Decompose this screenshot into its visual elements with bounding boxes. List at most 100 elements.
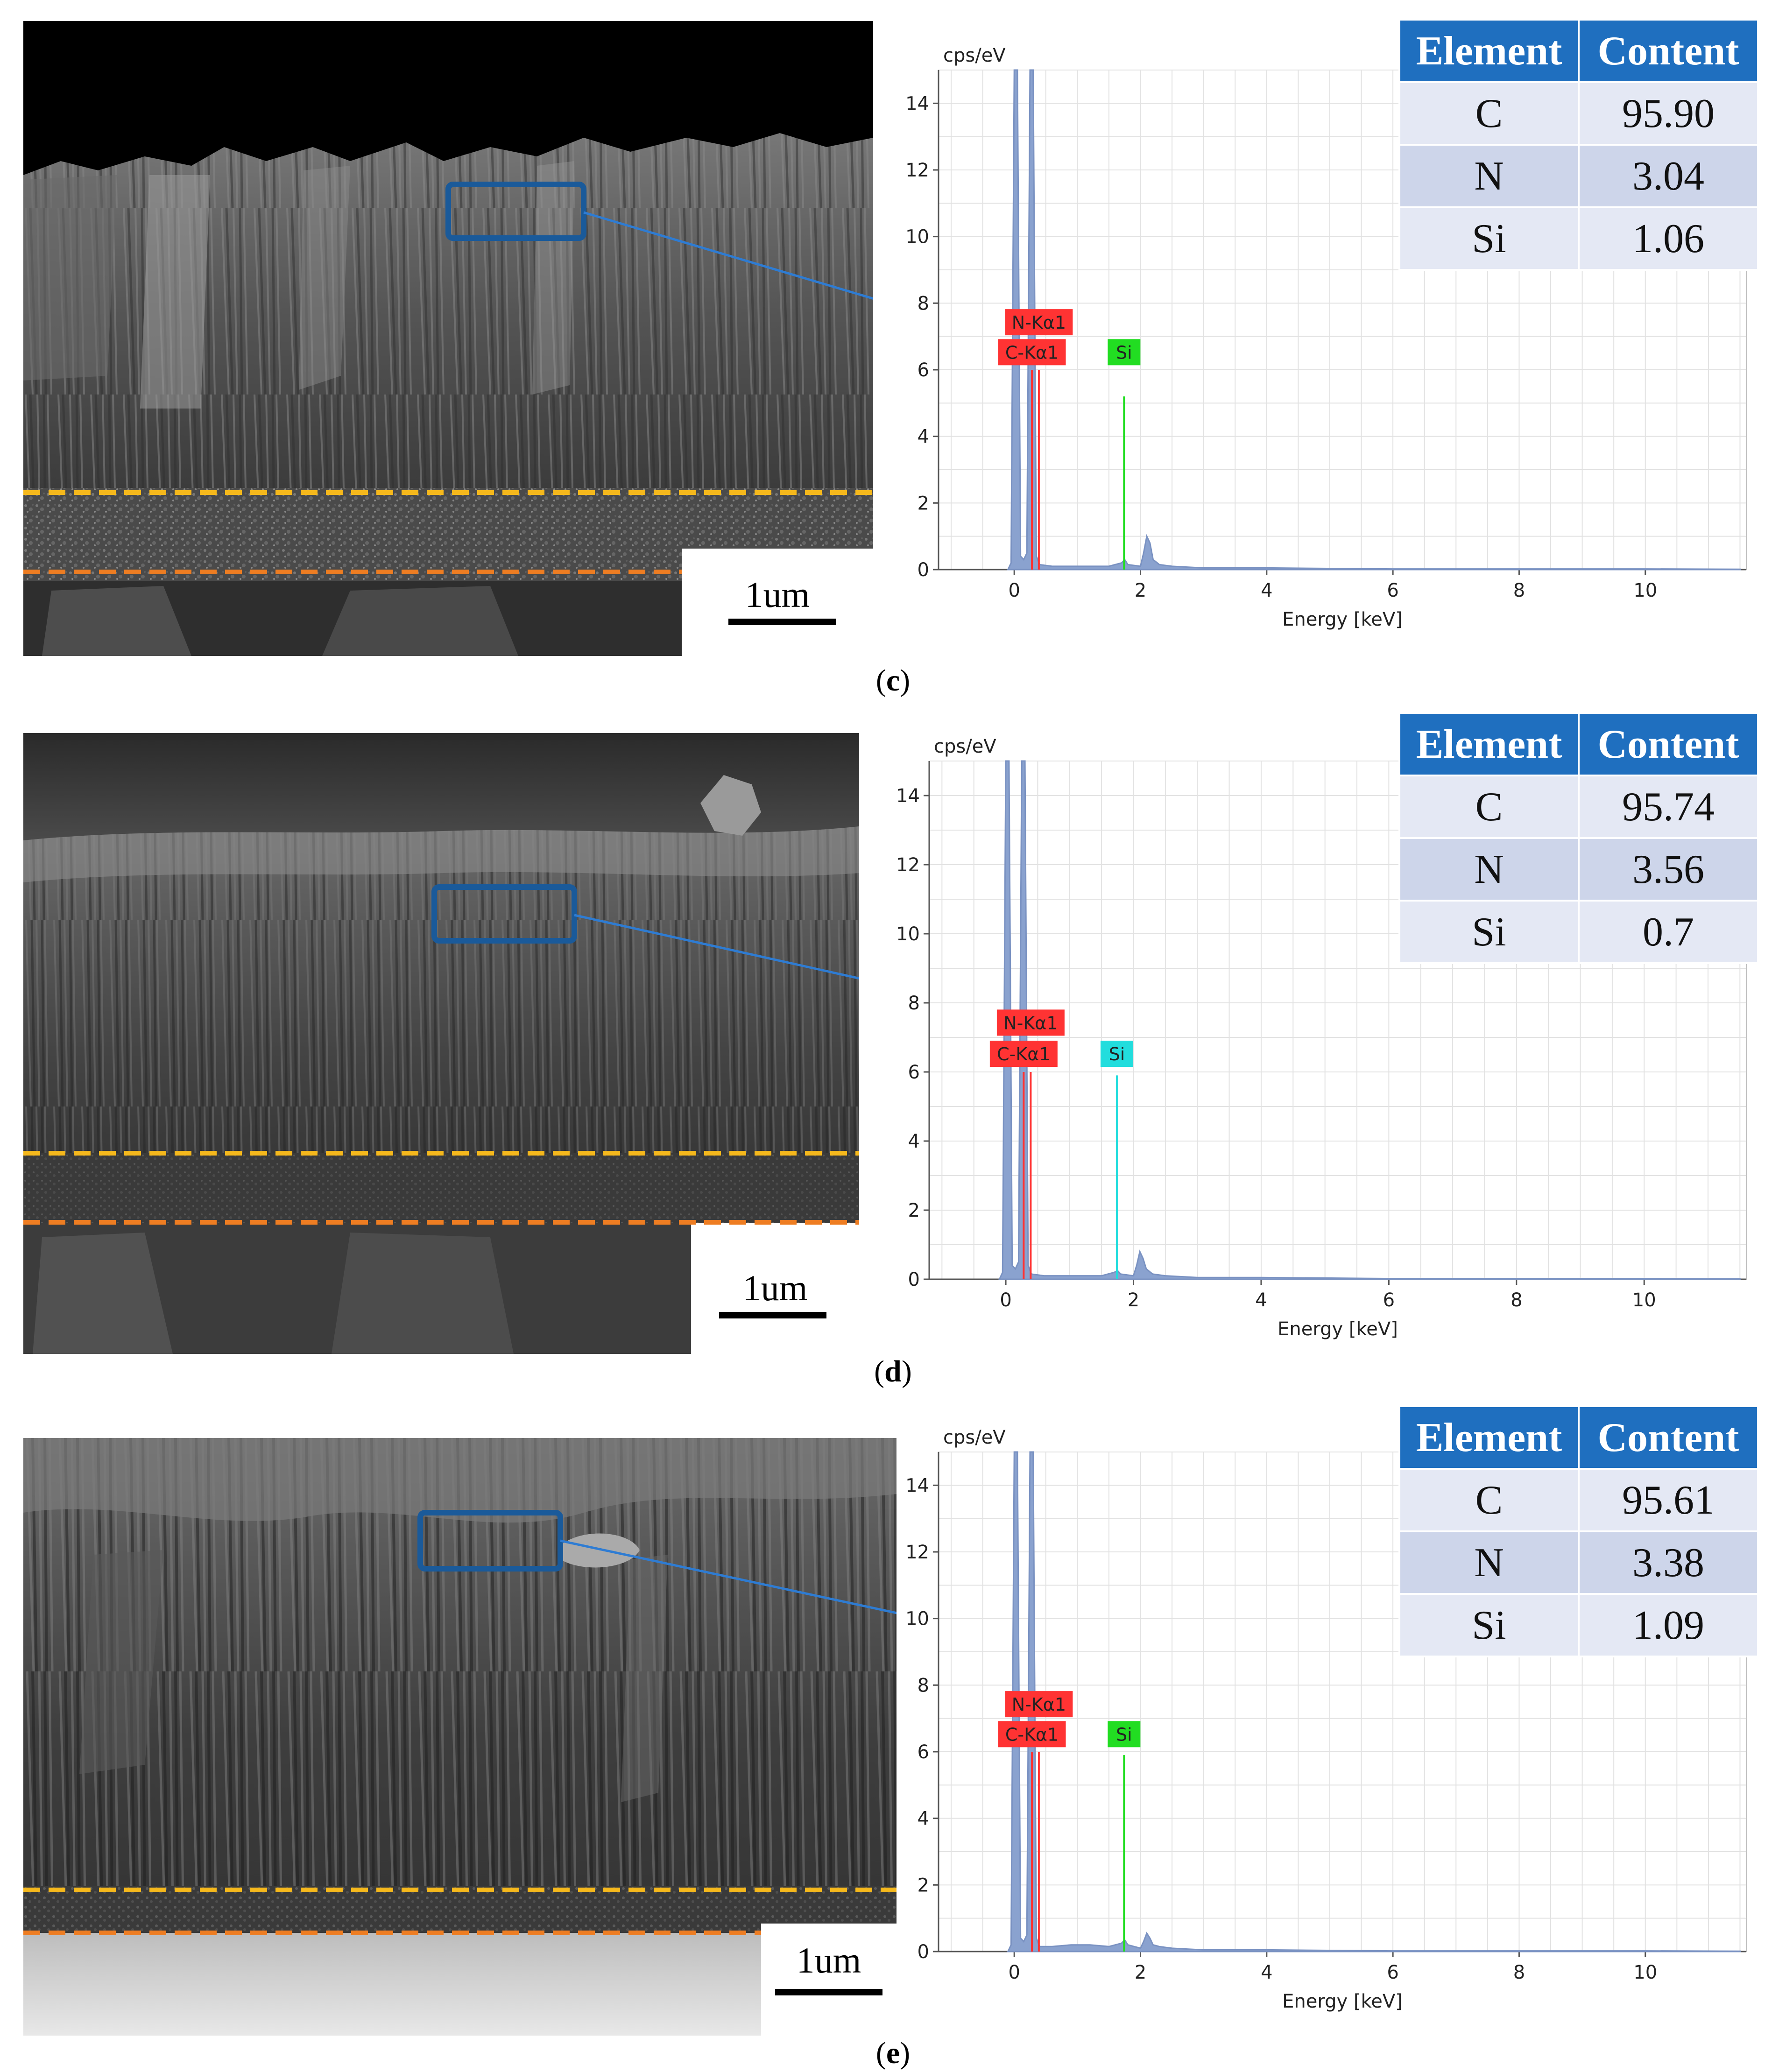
content-cell: 95.90 — [1580, 83, 1757, 144]
peak-label-box — [1108, 1721, 1141, 1748]
x-tick-label: 8 — [1513, 580, 1525, 601]
content-cell: 3.56 — [1580, 839, 1757, 900]
y-tick-label: 14 — [905, 93, 929, 114]
header-content: Content — [1580, 21, 1757, 81]
peak-label-box — [1100, 1041, 1133, 1067]
scale-bar: 1um — [682, 549, 873, 656]
y-tick-label: 8 — [908, 993, 920, 1014]
element-cell: Si — [1400, 1595, 1578, 1656]
peak-label: Si — [1109, 1044, 1125, 1064]
content-cell: 95.74 — [1580, 776, 1757, 837]
panel-caption: (e) — [875, 2036, 911, 2070]
peak-label-box — [996, 1009, 1065, 1036]
content-cell: 3.04 — [1580, 146, 1757, 206]
y-tick-label: 2 — [918, 1875, 929, 1896]
x-tick-label: 10 — [1633, 580, 1657, 601]
header-element: Element — [1400, 714, 1578, 775]
y-tick-label: 0 — [918, 1941, 929, 1963]
panel-c: 1um 0 2 4 6 8 10 12 14 0 2 4 6 8 10 cps/eV Energy [keV]… — [0, 0, 1786, 698]
y-tick-label: 10 — [905, 226, 929, 248]
peak-label-box — [989, 1041, 1058, 1067]
y-tick-label: 12 — [905, 1542, 929, 1563]
y-tick-label: 8 — [918, 293, 929, 314]
sem-image: 1um — [23, 733, 859, 1354]
header-element: Element — [1400, 21, 1578, 81]
peak-label: N-Kα1 — [1012, 312, 1066, 333]
x-tick-label: 2 — [1135, 580, 1146, 601]
y-axis-label: cps/eV — [943, 1427, 1006, 1448]
y-axis-label: cps/eV — [934, 736, 996, 757]
x-tick-label: 8 — [1513, 1962, 1525, 1983]
content-cell: 0.7 — [1580, 902, 1757, 962]
element-cell: N — [1400, 146, 1578, 206]
y-tick-label: 4 — [918, 426, 929, 448]
scale-line — [719, 1312, 826, 1318]
x-tick-label: 6 — [1387, 1962, 1398, 1983]
x-tick-label: 0 — [1008, 1962, 1020, 1983]
peak-label: N-Kα1 — [1012, 1694, 1066, 1715]
y-tick-label: 0 — [908, 1269, 920, 1290]
x-tick-label: 0 — [1008, 580, 1020, 601]
panel-e: 1um 0 2 4 6 8 10 12 14 0 2 4 6 8 10 cps/eV Energy [keV]… — [0, 1382, 1786, 2070]
x-tick-label: 10 — [1632, 1290, 1656, 1311]
element-cell: C — [1400, 1470, 1578, 1530]
x-tick-label: 8 — [1511, 1290, 1522, 1311]
caption-letter: d — [884, 1354, 902, 1388]
scale-bar: 1um — [691, 1233, 859, 1354]
element-cell: C — [1400, 776, 1578, 837]
element-cell: N — [1400, 1532, 1578, 1593]
x-tick-label: 4 — [1255, 1290, 1267, 1311]
scale-label: 1um — [742, 1268, 808, 1308]
peak-label: C-Kα1 — [1005, 342, 1059, 363]
peak-label-box — [1108, 339, 1141, 366]
x-tick-label: 0 — [1000, 1290, 1011, 1311]
scale-label: 1um — [796, 1940, 861, 1980]
y-tick-label: 12 — [896, 854, 920, 876]
y-tick-label: 8 — [918, 1675, 929, 1696]
header-element: Element — [1400, 1407, 1578, 1468]
header-content: Content — [1580, 1407, 1757, 1468]
x-axis-label: Energy [keV] — [1278, 1318, 1398, 1340]
x-axis-label: Energy [keV] — [1282, 1991, 1403, 2012]
y-tick-label: 0 — [918, 559, 929, 581]
content-cell: 95.61 — [1580, 1470, 1757, 1530]
peak-label-box — [998, 1721, 1066, 1748]
y-tick-label: 2 — [918, 493, 929, 514]
element-content-table: Element Content C 95.74 N 3.56 Si 0.7 — [1398, 712, 1759, 964]
content-cell: 1.06 — [1580, 208, 1757, 269]
peak-label: N-Kα1 — [1003, 1013, 1058, 1033]
x-tick-label: 2 — [1128, 1290, 1139, 1311]
x-tick-label: 2 — [1135, 1962, 1146, 1983]
scale-bar: 1um — [761, 1924, 897, 2036]
y-tick-label: 12 — [905, 160, 929, 181]
element-cell: Si — [1400, 208, 1578, 269]
y-tick-label: 4 — [908, 1131, 920, 1152]
peak-label-box — [998, 339, 1066, 366]
y-tick-label: 6 — [918, 359, 929, 381]
y-tick-label: 6 — [908, 1062, 920, 1083]
y-tick-label: 10 — [896, 923, 920, 945]
scale-label: 1um — [745, 574, 810, 615]
caption-letter: e — [886, 2036, 900, 2070]
header-content: Content — [1580, 714, 1757, 775]
peak-label: Si — [1116, 1724, 1132, 1745]
x-axis-label: Energy [keV] — [1282, 609, 1403, 630]
scale-line — [775, 1989, 882, 1995]
y-tick-label: 6 — [918, 1741, 929, 1763]
peak-label: Si — [1116, 342, 1132, 363]
panel-d: 1um 0 2 4 6 8 10 12 14 0 2 4 6 8 10 cps/eV Energy [keV]… — [0, 691, 1786, 1388]
element-cell: N — [1400, 839, 1578, 900]
peak-label: C-Kα1 — [997, 1044, 1050, 1064]
x-tick-label: 10 — [1633, 1962, 1657, 1983]
element-cell: Si — [1400, 902, 1578, 962]
caption-letter: c — [886, 663, 900, 698]
x-tick-label: 6 — [1387, 580, 1398, 601]
y-tick-label: 2 — [908, 1200, 920, 1221]
y-tick-label: 10 — [905, 1608, 929, 1630]
y-tick-label: 4 — [918, 1808, 929, 1830]
element-cell: C — [1400, 83, 1578, 144]
panel-caption: (c) — [875, 663, 911, 698]
x-tick-label: 4 — [1261, 1962, 1272, 1983]
y-axis-label: cps/eV — [943, 45, 1006, 66]
scale-line — [728, 619, 836, 625]
